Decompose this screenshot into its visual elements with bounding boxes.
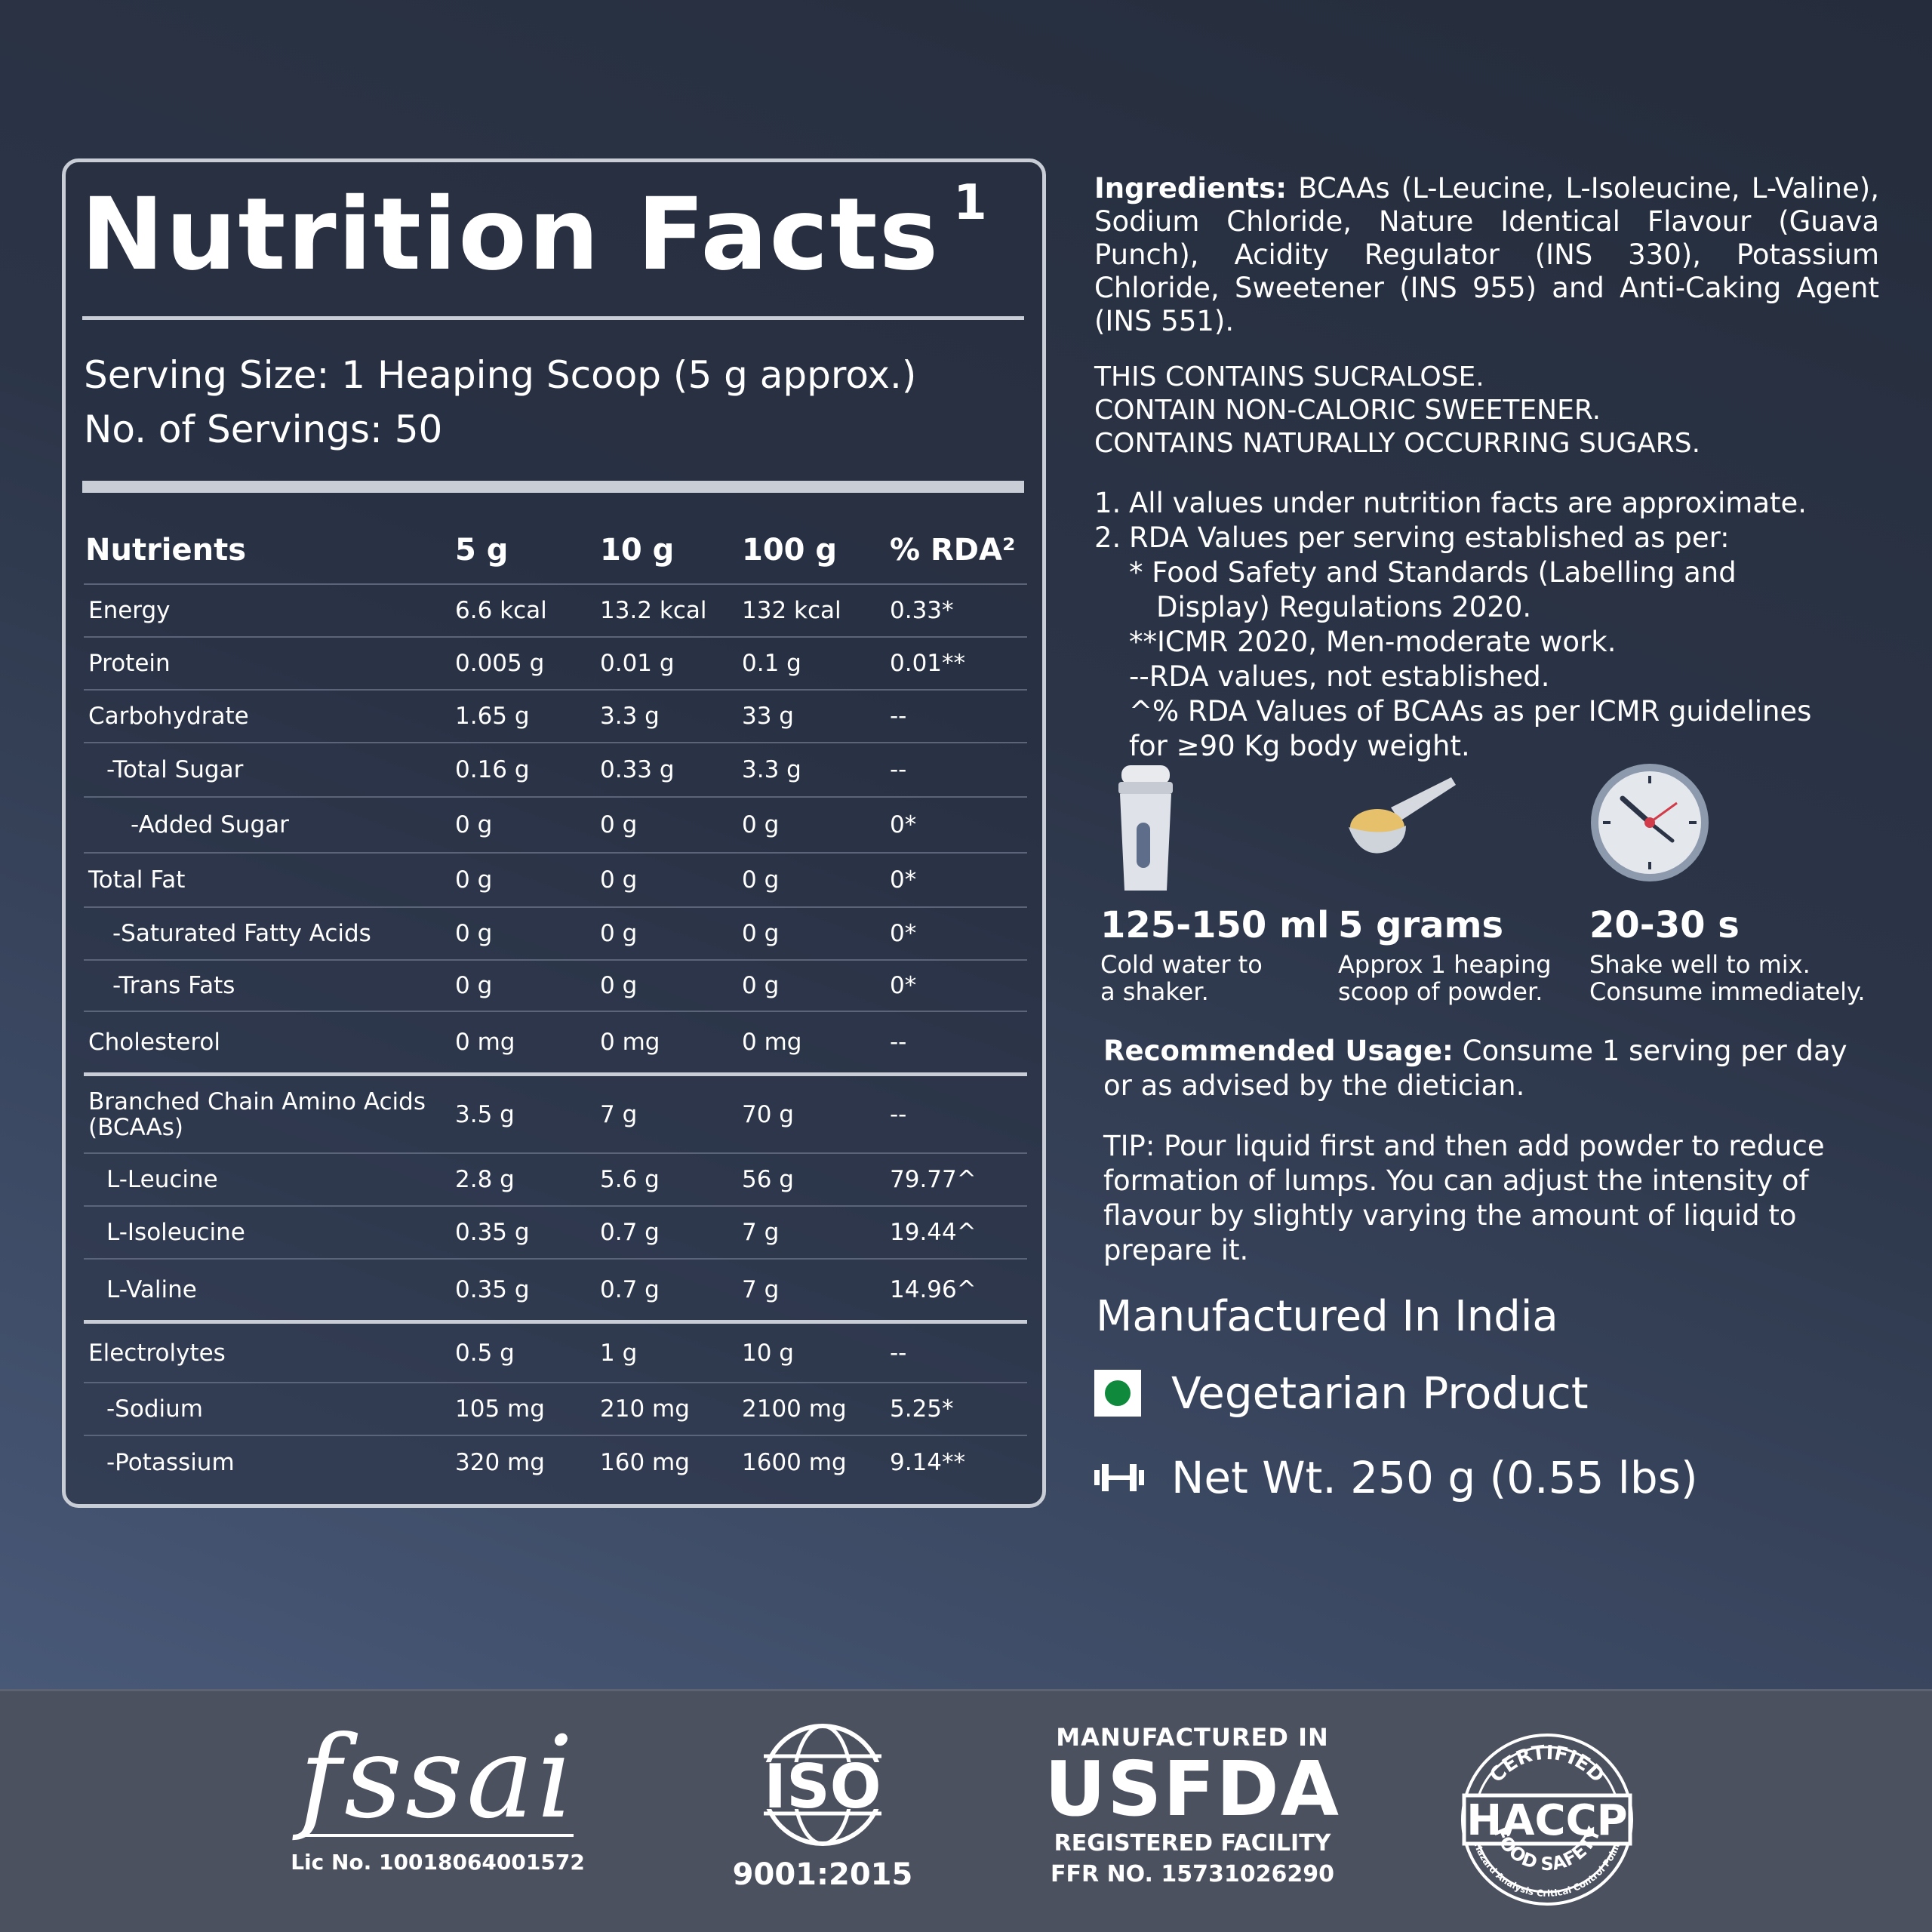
iso-globe-icon: ISO: [740, 1724, 906, 1846]
recommended-usage: Recommended Usage: Consume 1 serving per…: [1103, 1035, 1847, 1102]
divider: [82, 316, 1024, 320]
serving-size: Serving Size: 1 Heaping Scoop (5 g appro…: [84, 353, 917, 397]
vegetarian-product: Vegetarian Product: [1094, 1367, 1589, 1419]
step-water: 125-150 ml Cold water to a shaker.: [1100, 762, 1330, 1005]
nutrition-facts-panel: Nutrition Facts 1 Serving Size: 1 Heaping…: [62, 158, 1046, 1508]
haccp-seal: CERTIFIED HACCP FOOD SAFETY Hazard Analy…: [1449, 1729, 1645, 1910]
header-100g: 100 g: [742, 533, 838, 568]
table-row: Energy 6.6 kcal 13.2 kcal 132 kcal 0.33*: [84, 583, 1027, 636]
nutrition-title: Nutrition Facts 1: [81, 175, 989, 293]
net-weight: Net Wt. 250 g (0.55 lbs): [1094, 1452, 1698, 1503]
footnotes: 1. All values under nutrition facts are a…: [1094, 487, 1812, 762]
haccp-seal-icon: CERTIFIED HACCP FOOD SAFETY Hazard Analy…: [1461, 1734, 1633, 1906]
header-5g: 5 g: [455, 533, 509, 568]
tip-text: TIP: Pour liquid first and then add powd…: [1103, 1130, 1825, 1266]
shaker-icon: [1118, 765, 1173, 891]
preparation-steps: 125-150 ml Cold water to a shaker. 5 gra…: [1100, 762, 1900, 1011]
svg-text:HACCP: HACCP: [1466, 1796, 1627, 1845]
clock-icon: [1591, 764, 1709, 881]
ingredients: Ingredients: BCAAs (L-Leucine, L-Isoleuc…: [1094, 172, 1879, 337]
veg-mark-icon: [1094, 1370, 1141, 1417]
step-powder: 5 grams Approx 1 heaping scoop of powder…: [1338, 762, 1552, 1005]
table-row: L-Leucine 2.8 g 5.6 g 56 g 79.77^: [84, 1152, 1027, 1205]
table-header: Nutrients 5 g 10 g 100 g % RDA²: [84, 517, 1027, 583]
divider-thick: [82, 481, 1024, 493]
table-row: -Total Sugar 0.16 g 0.33 g 3.3 g --: [84, 742, 1027, 796]
header-rda: % RDA²: [890, 533, 1016, 568]
table-row: Cholesterol 0 mg 0 mg 0 mg --: [84, 1011, 1027, 1072]
svg-text:ISO: ISO: [764, 1752, 881, 1822]
table-row: -Sodium 105 mg 210 mg 2100 mg 5.25*: [84, 1382, 1027, 1435]
certification-footer: fssai Lic No. 10018064001572 ISO 9001:20…: [0, 1689, 1932, 1932]
table-row: Protein 0.005 g 0.01 g 0.1 g 0.01**: [84, 636, 1027, 689]
step-shake: 20-30 s Shake well to mix. Consume immed…: [1589, 762, 1866, 1005]
usfda-badge: MANUFACTURED IN USFDA REGISTERED FACILIT…: [1044, 1723, 1340, 1887]
dumbbell-icon: [1094, 1464, 1144, 1491]
sweetener-warnings: THIS CONTAINS SUCRALOSE. CONTAIN NON-CAL…: [1094, 361, 1701, 459]
scoop-icon: [1349, 777, 1456, 854]
iso-logo: ISO 9001:2015: [724, 1721, 921, 1892]
fssai-logo: fssai Lic No. 10018064001572: [291, 1712, 585, 1875]
nutrition-table: Nutrients 5 g 10 g 100 g % RDA² Energy 6.…: [84, 517, 1027, 1489]
manufactured-in-india: Manufactured In India: [1096, 1292, 1558, 1341]
servings-count: No. of Servings: 50: [84, 408, 443, 451]
header-nutrients: Nutrients: [85, 533, 247, 568]
table-row: Carbohydrate 1.65 g 3.3 g 33 g --: [84, 689, 1027, 742]
info-column: Ingredients: BCAAs (L-Leucine, L-Isoleuc…: [1094, 172, 1879, 764]
fssai-underline-icon: [302, 1834, 574, 1837]
table-row: -Potassium 320 mg 160 mg 1600 mg 9.14**: [84, 1435, 1027, 1489]
header-10g: 10 g: [600, 533, 675, 568]
